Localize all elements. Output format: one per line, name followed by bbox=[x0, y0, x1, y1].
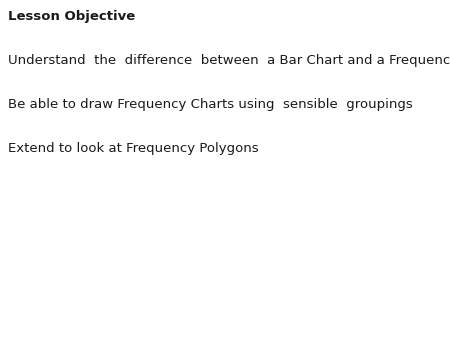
Text: Extend to look at Frequency Polygons: Extend to look at Frequency Polygons bbox=[8, 142, 259, 155]
Text: Lesson Objective: Lesson Objective bbox=[8, 10, 135, 23]
Text: Be able to draw Frequency Charts using  sensible  groupings: Be able to draw Frequency Charts using s… bbox=[8, 98, 413, 111]
Text: Understand  the  difference  between  a Bar Chart and a Frequency Chart: Understand the difference between a Bar … bbox=[8, 54, 450, 67]
